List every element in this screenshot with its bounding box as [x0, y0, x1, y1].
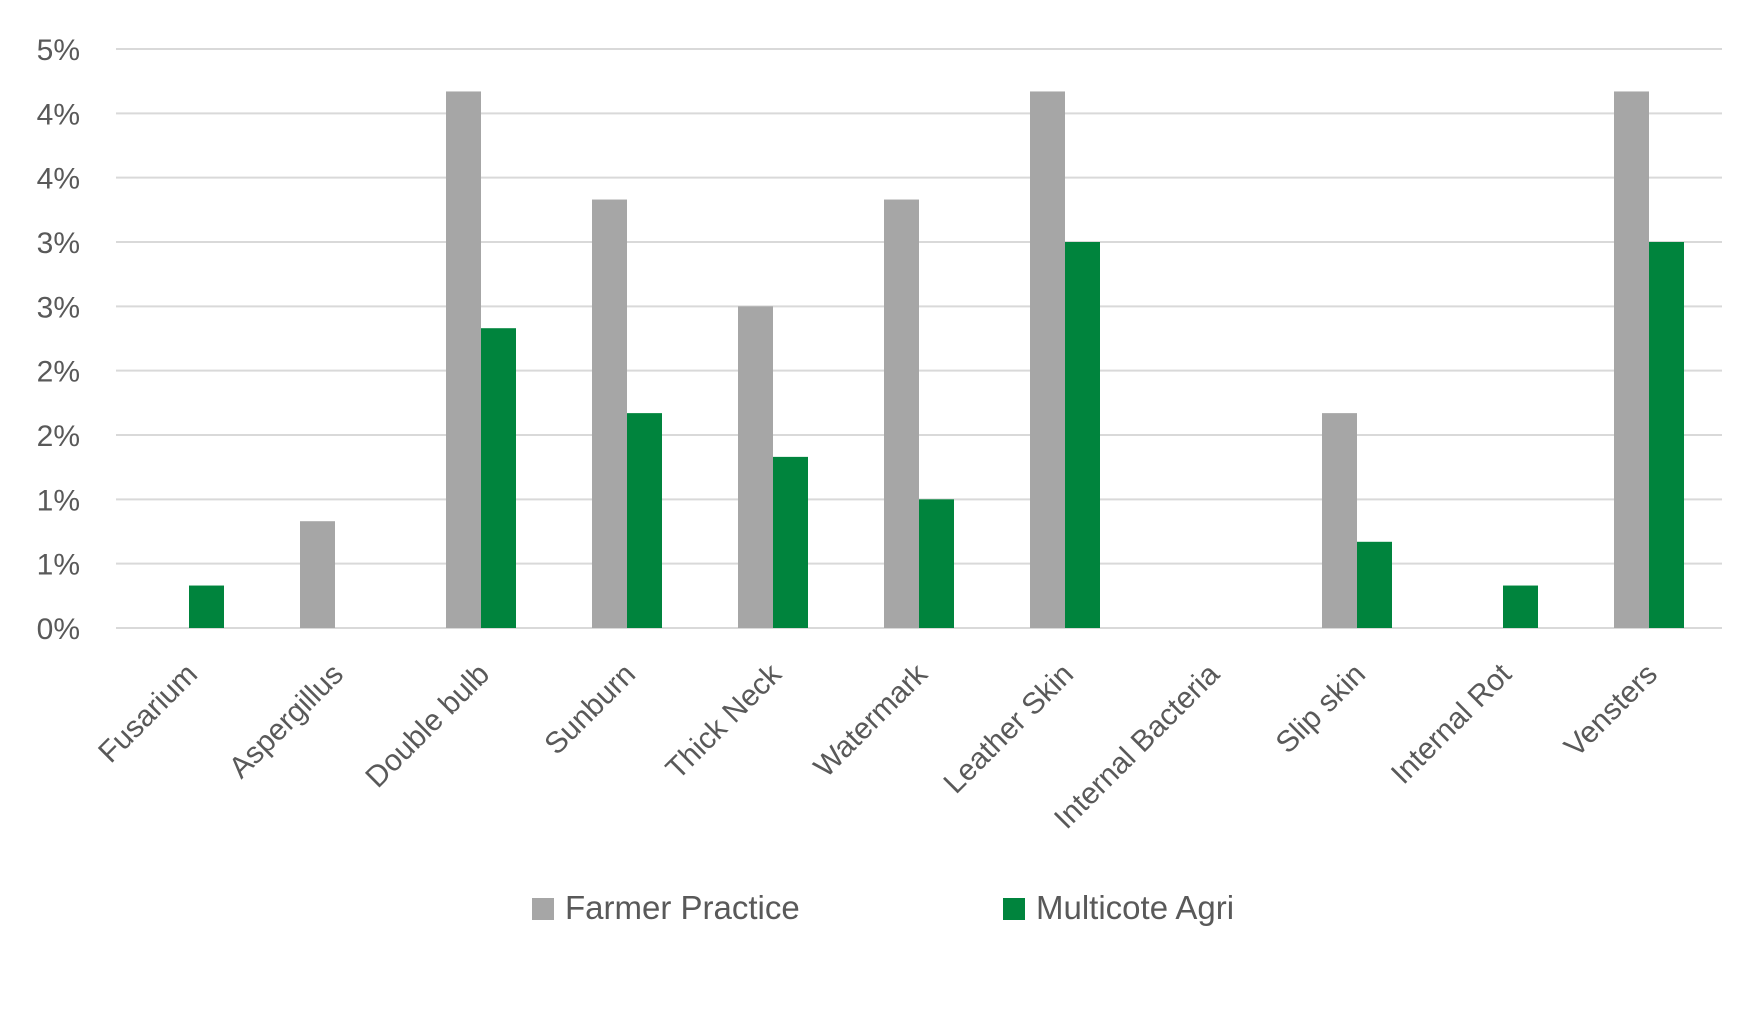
x-tick-label: Vensters — [1558, 658, 1664, 764]
y-tick-label: 4% — [37, 98, 80, 131]
y-tick-label: 0% — [37, 613, 80, 646]
bar-farmer-practice — [1030, 91, 1065, 628]
y-tick-label: 2% — [37, 420, 80, 453]
y-tick-label: 1% — [37, 549, 80, 582]
bar-farmer-practice — [884, 199, 919, 629]
bar-farmer-practice — [1322, 413, 1357, 628]
legend-swatch — [532, 898, 554, 920]
y-tick-label: 2% — [37, 356, 80, 389]
bar-farmer-practice — [300, 521, 335, 628]
y-tick-label: 1% — [37, 484, 80, 517]
x-tick-label: Sunburn — [538, 658, 642, 762]
x-tick-label: Double bulb — [359, 658, 496, 795]
bar-multicote-agri — [1065, 242, 1100, 628]
bar-farmer-practice — [446, 91, 481, 628]
x-tick-label: Fusarium — [92, 658, 204, 770]
legend: Farmer Practice Multicote Agri — [532, 889, 1234, 926]
x-tick-label: Thick Neck — [660, 657, 789, 786]
y-axis: 0% 1% 1% 2% 2% 3% 3% 4% 4% 5% — [37, 34, 80, 646]
y-tick-label: 3% — [37, 291, 80, 324]
bar-multicote-agri — [919, 499, 954, 628]
y-tick-label: 4% — [37, 163, 80, 196]
legend-swatch — [1003, 898, 1025, 920]
x-tick-label: Watermark — [808, 657, 935, 784]
bar-multicote-agri — [189, 585, 224, 628]
x-tick-label: Internal Rot — [1385, 657, 1518, 790]
y-tick-label: 5% — [37, 34, 80, 67]
bar-multicote-agri — [1357, 541, 1392, 628]
x-tick-label: Leather Skin — [938, 658, 1080, 800]
bar-multicote-agri — [481, 328, 516, 628]
x-tick-label: Aspergillus — [223, 658, 350, 785]
bars — [189, 91, 1684, 629]
bar-multicote-agri — [627, 413, 662, 628]
bar-multicote-agri — [1503, 585, 1538, 628]
bar-multicote-agri — [773, 456, 808, 628]
legend-label: Farmer Practice — [565, 889, 800, 926]
bar-farmer-practice — [738, 306, 773, 628]
x-tick-label: Slip skin — [1270, 658, 1372, 760]
bar-farmer-practice — [592, 199, 627, 629]
x-axis: Fusarium Aspergillus Double bulb Sunburn Thi… — [92, 657, 1664, 836]
bar-farmer-practice — [1614, 91, 1649, 628]
y-tick-label: 3% — [37, 227, 80, 260]
bar-multicote-agri — [1649, 242, 1684, 628]
legend-label: Multicote Agri — [1036, 889, 1234, 926]
